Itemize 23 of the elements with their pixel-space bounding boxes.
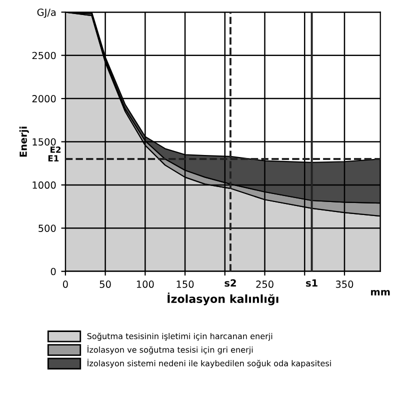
ref-line-label: s1 (306, 279, 318, 287)
ref-line-label: E1 (48, 155, 59, 162)
y-tick-label: 0 (50, 268, 56, 276)
annotation: E2 (50, 146, 61, 153)
x-axis-title: İzolasyon kalınlığı (168, 292, 278, 306)
ref-line-label: s2 (224, 279, 236, 287)
legend-label: Soğutma tesisinin işletimi için harcanan enerji (87, 332, 272, 341)
x-tick-label: 50 (100, 280, 111, 288)
y-tick-label: 2500 (32, 52, 56, 60)
y-tick-label: GJ/a (37, 8, 56, 18)
y-tick-label: 1500 (32, 138, 56, 146)
x-tick-label: 150 (176, 280, 194, 288)
x-tick-label: 250 (256, 280, 274, 288)
y-axis-title: Enerji (19, 126, 29, 157)
y-tick-label: 2000 (32, 95, 56, 102)
legend-label: İzolasyon sistemi nedeni ile kaybedilen soğuk oda kapasitesi (88, 358, 331, 368)
x-tick-label: 100 (136, 280, 154, 288)
x-tick-label: 0 (62, 280, 68, 288)
y-tick-label: 500 (38, 224, 56, 232)
y-tick-label: 1000 (32, 181, 56, 189)
annotation: mm (371, 290, 390, 296)
legend-label: İzolasyon ve soğutma tesisi için gri enerji (88, 345, 253, 354)
x-tick-label: 350 (336, 280, 354, 288)
